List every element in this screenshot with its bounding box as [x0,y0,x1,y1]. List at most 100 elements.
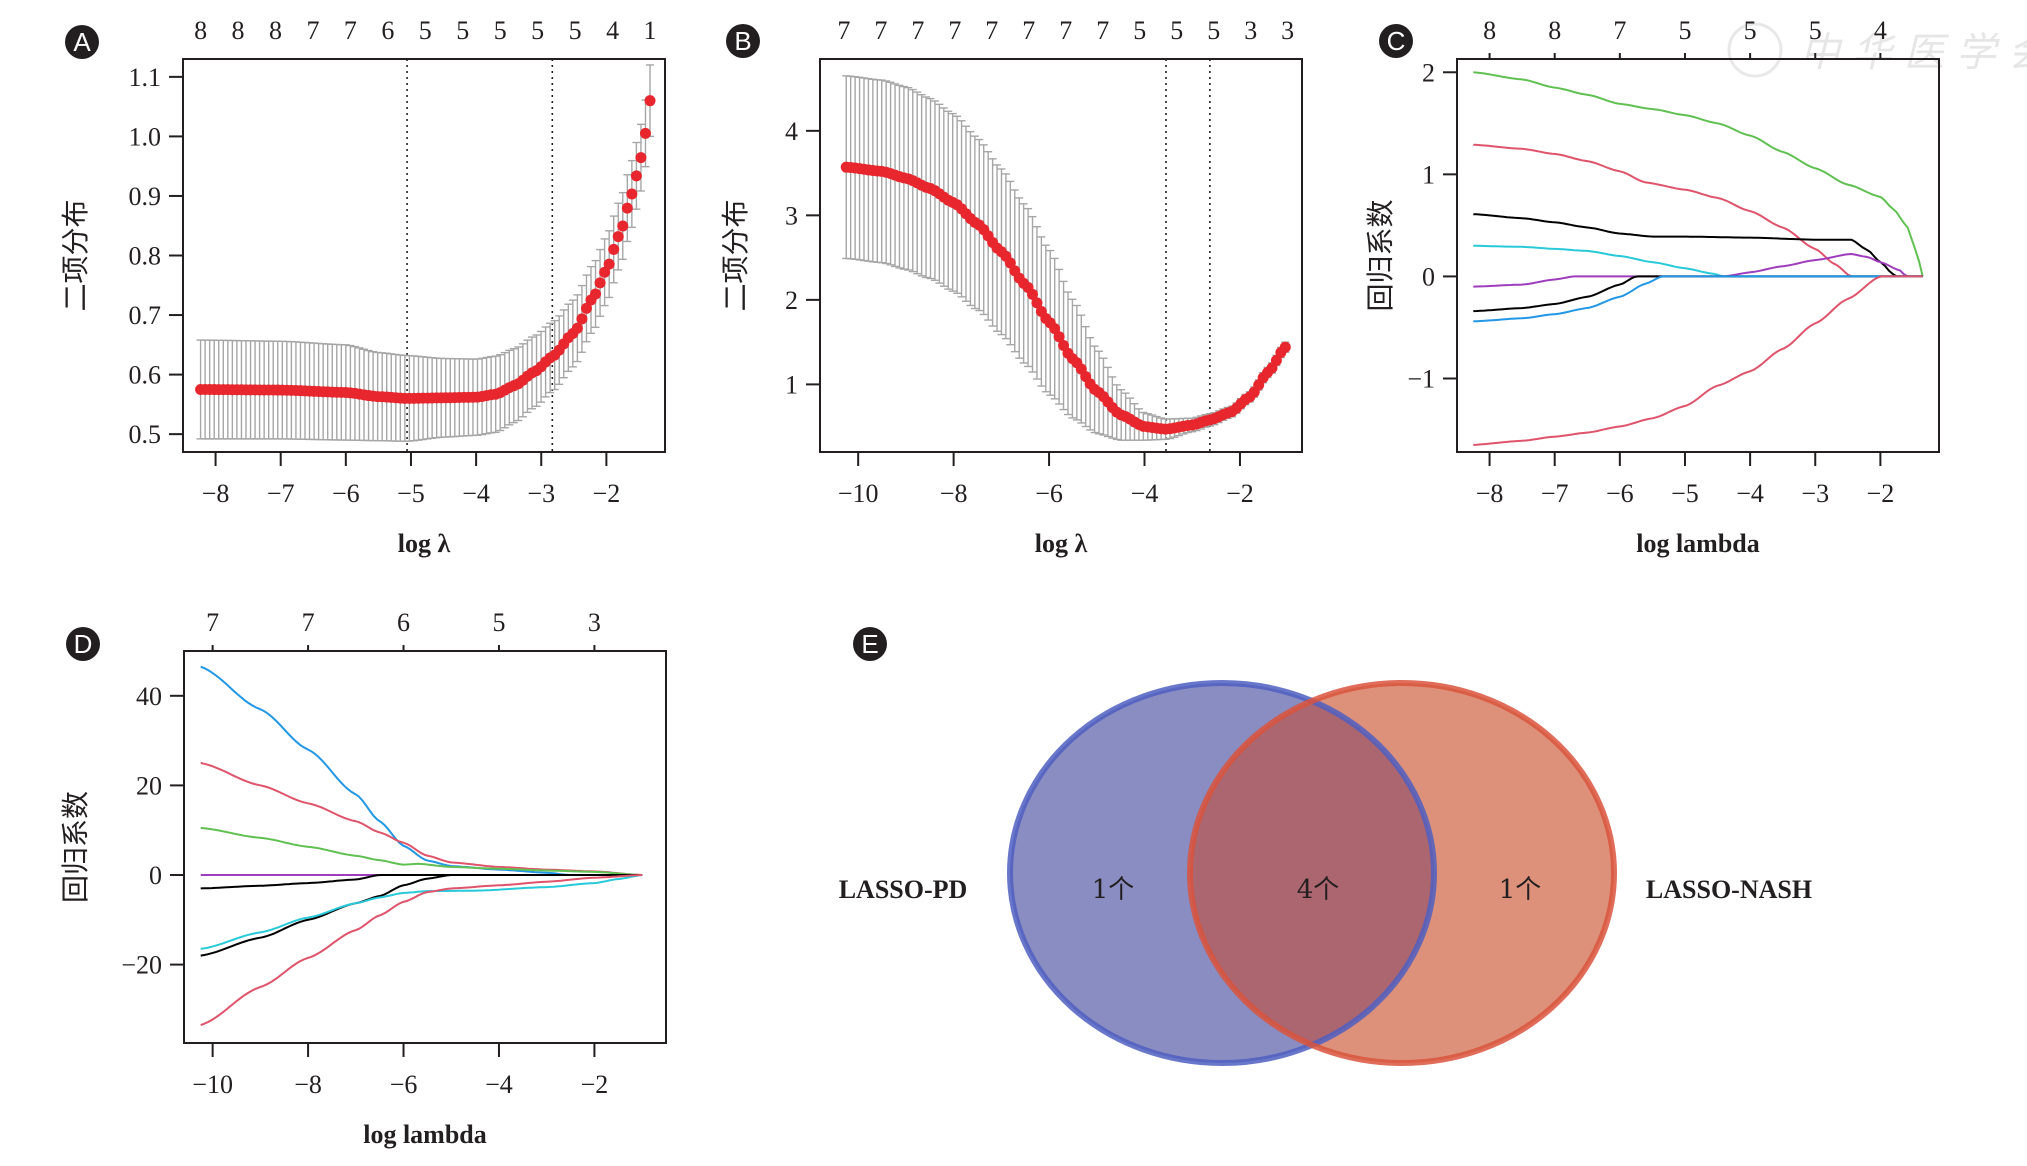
y-tick-label: 3 [785,201,798,230]
panel-d-badge-label: D [74,629,93,659]
x-tick-label: −6 [1035,479,1063,508]
y-tick-label: 0.6 [129,361,162,390]
x-tick-label: −10 [838,479,879,508]
cv-point [626,188,638,200]
x-tick-label: −10 [192,1070,233,1099]
top-axis-label: 4 [606,16,619,45]
x-tick-label: −6 [1606,479,1634,508]
y-axis-title: 回归系数 [59,791,92,903]
top-axis-label: 7 [1022,16,1035,45]
x-tick-label: −2 [1867,479,1895,508]
top-axis-label: 6 [397,608,410,637]
cv-point [612,231,624,243]
top-axis-label: 5 [492,608,505,637]
top-axis-label: 7 [837,16,850,45]
x-tick-label: −7 [267,479,295,508]
plot-frame [819,58,1303,453]
x-tick-label: −8 [1476,479,1504,508]
y-tick-label: 20 [136,771,162,800]
cv-point [630,170,642,182]
cv-point [1049,323,1061,335]
coefficient-path-pink-upper [1473,143,1923,278]
x-tick-label: −4 [485,1070,513,1099]
coefficient-path-pink-lower [1473,275,1923,446]
top-axis-label: 7 [1059,16,1072,45]
cv-point [1053,331,1065,343]
top-axis-label: 5 [1678,16,1691,45]
top-axis-label: 5 [531,16,544,45]
coefficient-path-black-lower [200,874,643,957]
x-axis-title: log lambda [1636,529,1760,558]
coefficient-path-green [1473,71,1924,277]
cv-point [617,220,629,232]
top-axis-label: 8 [1548,16,1561,45]
venn-set-lasso-nash-outline [1187,680,1617,1066]
y-tick-label: 1 [785,370,798,399]
top-axis-label: 7 [206,608,219,637]
cv-point [635,152,647,164]
x-tick-label: −3 [1801,479,1829,508]
venn-intersection [1190,683,1434,1063]
x-tick-label: −5 [1671,479,1699,508]
x-axis-title: log λ [1035,529,1088,558]
x-tick-label: −6 [390,1070,418,1099]
venn-count-lasso-pd-only: 1个 [1092,875,1135,905]
plot-frame [1456,58,1940,453]
y-axis-title: 回归系数 [1364,199,1397,311]
top-axis-label: 5 [494,16,507,45]
panel-a-badge-label: A [73,27,91,57]
top-axis-label: 5 [1170,16,1183,45]
top-axis-label: 7 [911,16,924,45]
x-tick-label: −4 [462,479,490,508]
coefficient-path-cyan [200,874,643,950]
watermark-seal-icon [1727,22,1783,78]
cv-point [1279,341,1291,353]
y-tick-label: 4 [785,117,798,146]
watermark-text: 中华医学会 [1800,30,2027,76]
cv-point [590,288,602,300]
top-axis-label: 7 [874,16,887,45]
y-tick-label: 2 [1422,58,1435,87]
top-axis-label: 3 [1281,16,1294,45]
cv-point [594,277,606,289]
x-axis-title: log λ [398,529,451,558]
panel-c-badge: C [1379,24,1413,58]
y-tick-label: 1 [1422,160,1435,189]
top-axis-label: 5 [1207,16,1220,45]
venn-count-intersection: 4个 [1297,875,1340,905]
panel-b-badge: B [726,24,760,58]
panel-e-badge-label: E [861,629,878,659]
top-axis-label: 4 [1874,16,1887,45]
cv-point [639,127,651,139]
venn-set-lasso-pd-outline [1007,680,1437,1066]
cv-point [621,202,633,214]
coefficient-path-black-upper [1473,213,1923,278]
top-axis-label: 3 [1244,16,1257,45]
y-axis-title: 二项分布 [719,199,752,311]
panel-c-badge-label: C [1387,26,1406,56]
cv-point [576,313,588,325]
x-tick-label: −8 [202,479,230,508]
y-tick-label: −20 [121,951,162,980]
panel-b-badge-label: B [734,26,751,56]
panel-a-cv-plot: −8 −7 −6 −5 −4 −3 −20.50.60.70.80.91.01.18 8 8 7 7… [59,16,666,558]
top-axis-label: 5 [1133,16,1146,45]
cv-point [644,95,656,107]
plot-frame [183,650,667,1044]
y-tick-label: 0.8 [129,242,162,271]
top-axis-label: 7 [1613,16,1626,45]
y-tick-label: −1 [1407,365,1435,394]
cv-point [608,243,620,255]
y-tick-label: 0 [1422,262,1435,291]
top-axis-label: 5 [1744,16,1757,45]
coefficient-path-pink-lower [200,874,643,1027]
y-tick-label: 0 [149,861,162,890]
top-axis-label: 8 [232,16,245,45]
x-tick-label: −4 [1736,479,1764,508]
cv-point [1027,288,1039,300]
coefficient-path-cyan [1473,244,1923,278]
cv-point [571,322,583,334]
top-axis-label: 1 [644,16,657,45]
top-axis-label: 6 [381,16,394,45]
top-axis-label: 7 [344,16,357,45]
